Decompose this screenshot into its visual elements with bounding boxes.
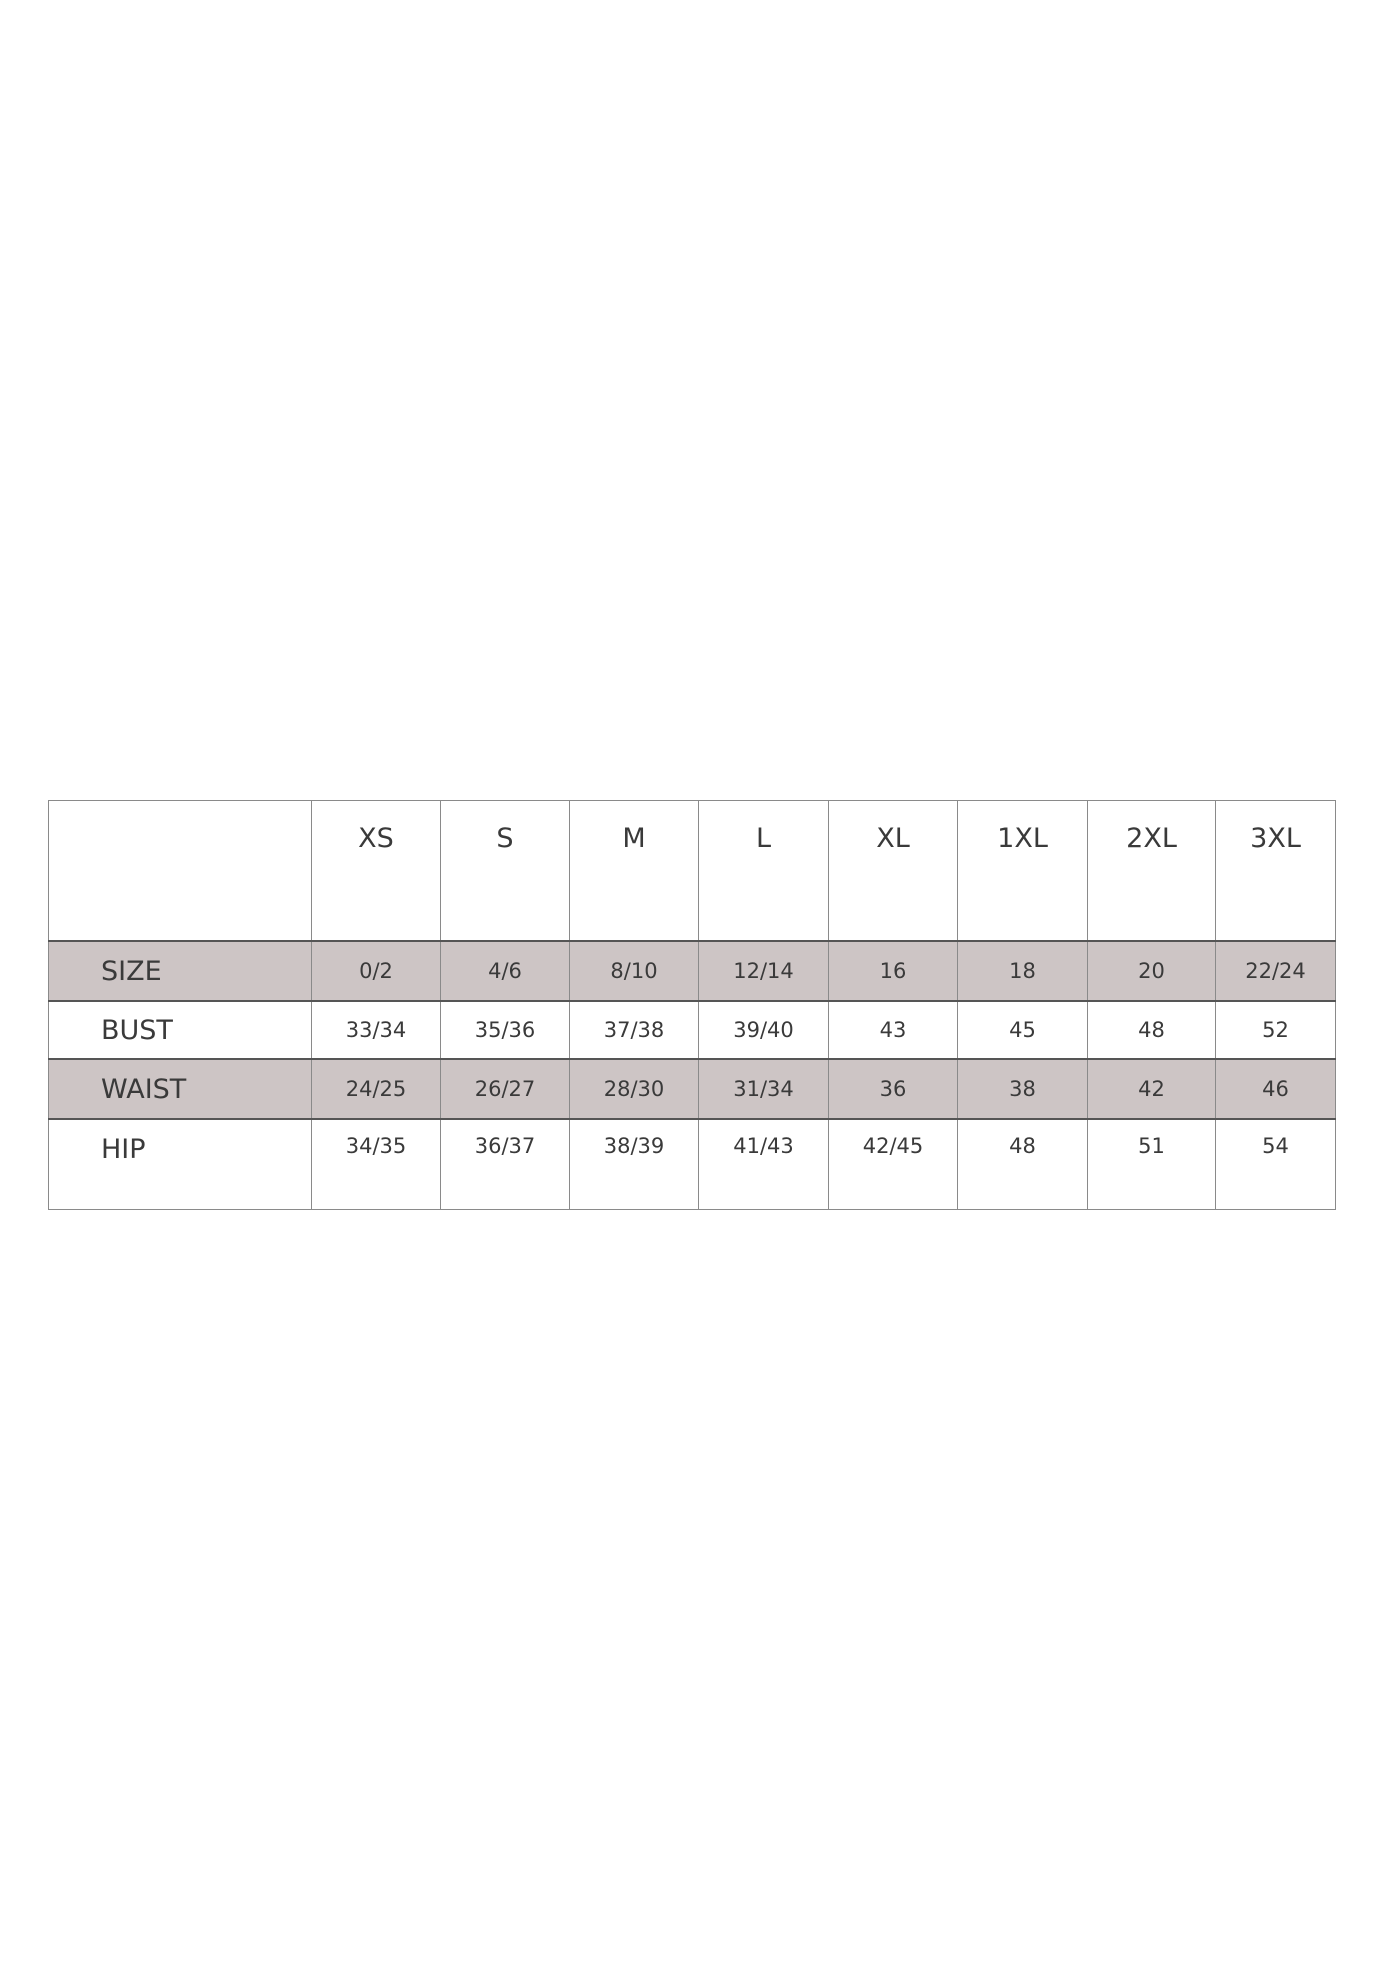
table-cell: 48 xyxy=(957,1118,1088,1210)
column-header: 3XL xyxy=(1215,800,1336,942)
column-header: XL xyxy=(828,800,958,942)
table-cell: 37/38 xyxy=(569,1000,699,1060)
table-cell: 38 xyxy=(957,1058,1088,1120)
table-cell: 16 xyxy=(828,940,958,1002)
table-cell: 36/37 xyxy=(440,1118,570,1210)
table-cell: 42/45 xyxy=(828,1118,958,1210)
header-row: XS S M L XL 1XL 2XL 3XL xyxy=(48,800,1336,942)
column-header: XS xyxy=(311,800,441,942)
table-cell: 4/6 xyxy=(440,940,570,1002)
table-cell: 34/35 xyxy=(311,1118,441,1210)
table-row: SIZE 0/2 4/6 8/10 12/14 16 18 20 22/24 xyxy=(48,940,1336,1002)
table-cell: 12/14 xyxy=(698,940,829,1002)
table-cell: 33/34 xyxy=(311,1000,441,1060)
corner-cell xyxy=(48,800,312,942)
table-cell: 45 xyxy=(957,1000,1088,1060)
table-cell: 20 xyxy=(1087,940,1216,1002)
table-cell: 52 xyxy=(1215,1000,1336,1060)
table-cell: 48 xyxy=(1087,1000,1216,1060)
table-cell: 54 xyxy=(1215,1118,1336,1210)
row-label: WAIST xyxy=(48,1058,312,1120)
table-cell: 0/2 xyxy=(311,940,441,1002)
column-header: 2XL xyxy=(1087,800,1216,942)
row-label: BUST xyxy=(48,1000,312,1060)
table-cell: 35/36 xyxy=(440,1000,570,1060)
table-cell: 24/25 xyxy=(311,1058,441,1120)
column-header: 1XL xyxy=(957,800,1088,942)
size-chart-table: XS S M L XL 1XL 2XL 3XL SIZE 0/2 4/6 8/10 12/14 16 18 2… xyxy=(48,800,1336,1210)
column-header: S xyxy=(440,800,570,942)
table-row: BUST 33/34 35/36 37/38 39/40 43 45 48 52 xyxy=(48,1000,1336,1060)
table-row: WAIST 24/25 26/27 28/30 31/34 36 38 42 46 xyxy=(48,1058,1336,1120)
table-cell: 46 xyxy=(1215,1058,1336,1120)
table-cell: 28/30 xyxy=(569,1058,699,1120)
table-cell: 18 xyxy=(957,940,1088,1002)
table-cell: 8/10 xyxy=(569,940,699,1002)
table-cell: 43 xyxy=(828,1000,958,1060)
table-cell: 42 xyxy=(1087,1058,1216,1120)
table-cell: 26/27 xyxy=(440,1058,570,1120)
table-cell: 22/24 xyxy=(1215,940,1336,1002)
row-label: SIZE xyxy=(48,940,312,1002)
table-cell: 38/39 xyxy=(569,1118,699,1210)
table-cell: 51 xyxy=(1087,1118,1216,1210)
row-label: HIP xyxy=(48,1118,312,1210)
table-cell: 36 xyxy=(828,1058,958,1120)
table-row: HIP 34/35 36/37 38/39 41/43 42/45 48 51 54 xyxy=(48,1118,1336,1210)
table-cell: 41/43 xyxy=(698,1118,829,1210)
column-header: L xyxy=(698,800,829,942)
table-cell: 31/34 xyxy=(698,1058,829,1120)
column-header: M xyxy=(569,800,699,942)
table-cell: 39/40 xyxy=(698,1000,829,1060)
